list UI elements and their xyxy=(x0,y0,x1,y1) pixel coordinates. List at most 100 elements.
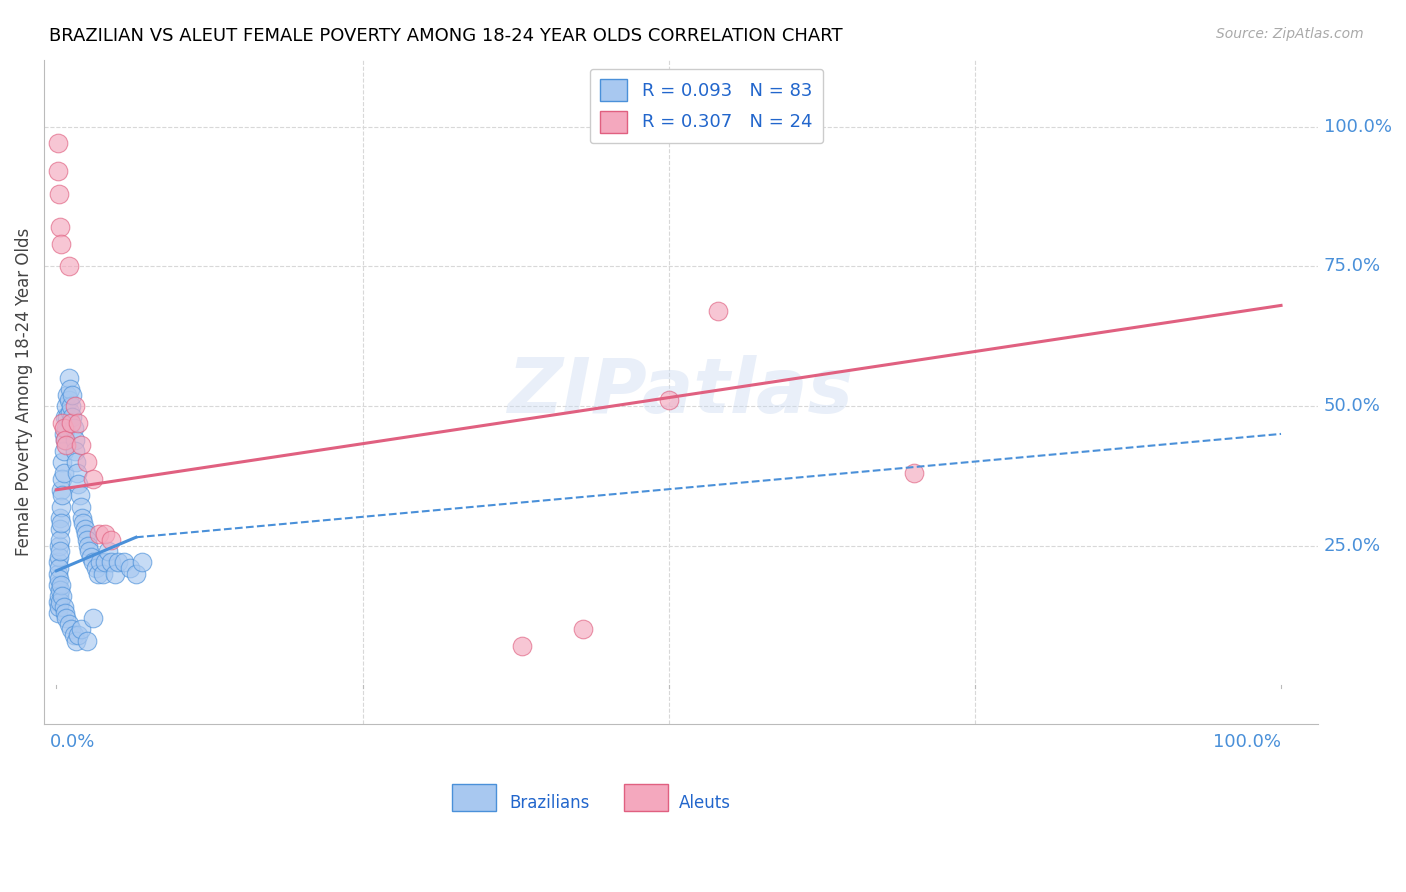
Point xyxy=(82,611,104,625)
Point xyxy=(572,623,595,637)
Text: Brazilians: Brazilians xyxy=(509,794,589,813)
Point xyxy=(89,556,111,570)
Point xyxy=(56,410,79,425)
Point xyxy=(46,606,69,620)
Point xyxy=(60,388,83,402)
Point xyxy=(55,399,77,413)
Point xyxy=(51,416,73,430)
Point xyxy=(58,260,80,274)
Point xyxy=(94,556,117,570)
Point xyxy=(48,549,70,564)
Point xyxy=(107,556,129,570)
Point xyxy=(125,566,148,581)
Point xyxy=(48,589,70,603)
Point xyxy=(70,510,93,524)
Point xyxy=(67,477,90,491)
Point xyxy=(48,600,70,615)
Point xyxy=(51,589,73,603)
Point xyxy=(510,639,533,653)
Point xyxy=(51,578,73,592)
Point xyxy=(49,594,72,608)
Point xyxy=(58,393,80,408)
Point xyxy=(49,220,72,235)
Point xyxy=(70,623,93,637)
Point xyxy=(91,566,114,581)
Point xyxy=(46,594,69,608)
Point xyxy=(658,393,681,408)
Point xyxy=(75,527,97,541)
Point xyxy=(82,472,104,486)
Point xyxy=(66,466,89,480)
Point xyxy=(53,606,76,620)
Point xyxy=(84,561,107,575)
Point xyxy=(48,186,70,201)
Text: Source: ZipAtlas.com: Source: ZipAtlas.com xyxy=(1216,27,1364,41)
Point xyxy=(49,533,72,547)
Point xyxy=(52,421,75,435)
Point xyxy=(65,633,87,648)
Point xyxy=(46,566,69,581)
Point xyxy=(52,600,75,615)
Point xyxy=(76,455,98,469)
Point xyxy=(89,527,111,541)
Point xyxy=(49,544,72,558)
Point xyxy=(70,500,93,514)
Point xyxy=(62,628,84,642)
Point xyxy=(63,443,86,458)
Point xyxy=(56,388,79,402)
Text: 100.0%: 100.0% xyxy=(1213,733,1281,751)
Point xyxy=(53,433,76,447)
Point xyxy=(53,433,76,447)
Point xyxy=(94,527,117,541)
Point xyxy=(58,371,80,385)
Point xyxy=(55,611,77,625)
Text: Aleuts: Aleuts xyxy=(678,794,730,813)
Point xyxy=(46,578,69,592)
Point xyxy=(67,416,90,430)
Point xyxy=(59,382,82,396)
Point xyxy=(118,561,141,575)
Text: BRAZILIAN VS ALEUT FEMALE POVERTY AMONG 18-24 YEAR OLDS CORRELATION CHART: BRAZILIAN VS ALEUT FEMALE POVERTY AMONG … xyxy=(49,27,842,45)
FancyBboxPatch shape xyxy=(451,784,496,811)
Point xyxy=(903,466,925,480)
Point xyxy=(131,556,153,570)
Point xyxy=(59,404,82,418)
Point xyxy=(77,539,100,553)
Point xyxy=(51,483,73,497)
Point xyxy=(100,556,122,570)
Point xyxy=(46,136,69,151)
Point xyxy=(58,616,80,631)
Point xyxy=(51,516,73,531)
Point xyxy=(60,416,83,430)
Point xyxy=(51,455,73,469)
Point xyxy=(79,544,101,558)
Point xyxy=(55,438,77,452)
Point xyxy=(70,438,93,452)
Point xyxy=(48,539,70,553)
Point xyxy=(62,421,84,435)
Point xyxy=(51,488,73,502)
Point xyxy=(55,421,77,435)
Point xyxy=(76,533,98,547)
Point xyxy=(48,572,70,586)
Point xyxy=(67,628,90,642)
Point xyxy=(87,566,110,581)
Text: 100.0%: 100.0% xyxy=(1324,118,1392,136)
Point xyxy=(79,549,101,564)
Point xyxy=(51,500,73,514)
Y-axis label: Female Poverty Among 18-24 Year Olds: Female Poverty Among 18-24 Year Olds xyxy=(15,227,32,556)
Text: 0.0%: 0.0% xyxy=(51,733,96,751)
Point xyxy=(52,426,75,441)
Text: ZIPatlas: ZIPatlas xyxy=(508,355,853,429)
Point xyxy=(76,633,98,648)
Text: 75.0%: 75.0% xyxy=(1324,257,1381,276)
Legend: R = 0.093   N = 83, R = 0.307   N = 24: R = 0.093 N = 83, R = 0.307 N = 24 xyxy=(589,69,824,144)
Point xyxy=(51,237,73,252)
Point xyxy=(51,472,73,486)
Point xyxy=(60,410,83,425)
FancyBboxPatch shape xyxy=(624,784,668,811)
Point xyxy=(706,304,728,318)
Point xyxy=(72,516,94,531)
Point xyxy=(60,399,83,413)
Text: 25.0%: 25.0% xyxy=(1324,537,1381,555)
